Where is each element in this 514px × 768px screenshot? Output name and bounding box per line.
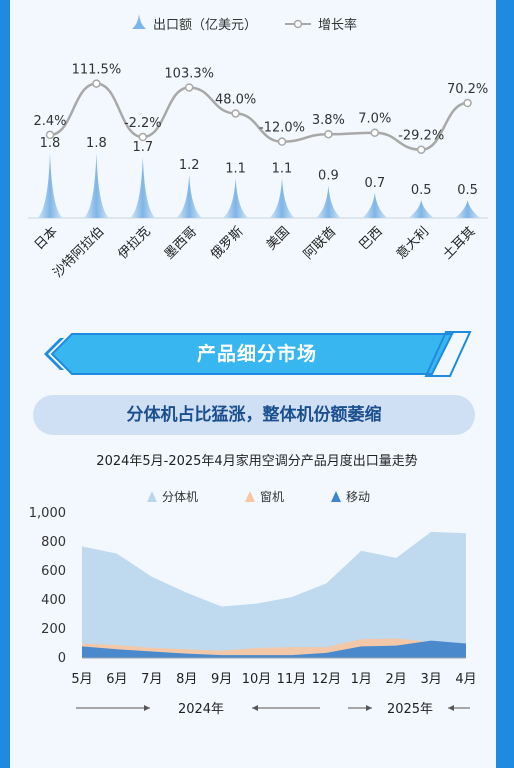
export-bar (269, 178, 295, 218)
growth-rate-marker (231, 109, 240, 118)
country-tick-label: 巴西 (357, 224, 386, 253)
growth-rate-marker (184, 83, 194, 92)
y-tick-label: 400 (41, 593, 66, 608)
legend-area-swatch (331, 491, 341, 502)
area-series-2 (82, 640, 466, 658)
section-banner (44, 331, 472, 377)
month-tick-label: 7月 (141, 672, 162, 687)
section-subtitle-box: 分体机占比猛涨，整体机份额萎缩 (33, 395, 475, 435)
export-bar (454, 200, 481, 218)
export-value-label: 1.2 (179, 158, 200, 173)
legend-export-label: 出口额（亿美元） (153, 18, 257, 33)
legend-area-label: 窗机 (260, 490, 284, 504)
growth-rate-label: 103.3% (164, 66, 214, 81)
legend-area-swatch (147, 491, 157, 502)
growth-rate-label: -12.0% (259, 121, 305, 136)
month-tick-label: 3月 (420, 672, 441, 687)
y-tick-label: 0 (58, 651, 66, 666)
y-tick-label: 200 (41, 622, 66, 637)
area-series-0 (82, 531, 466, 658)
export-bar (315, 185, 342, 218)
country-tick-label: 沙特阿拉伯 (51, 224, 108, 281)
legend-export-swatch (132, 14, 146, 29)
month-tick-label: 6月 (106, 672, 127, 687)
growth-rate-label: 2.4% (33, 114, 66, 129)
legend-growth-label: 增长率 (318, 17, 357, 33)
export-value-label: 0.9 (318, 169, 339, 184)
month-tick-label: 2月 (386, 672, 407, 687)
y-tick-label: 800 (41, 535, 66, 550)
legend-area-label: 移动 (346, 490, 370, 504)
month-tick-label: 5月 (71, 672, 92, 687)
country-tick-label: 伊拉克 (115, 224, 153, 262)
growth-rate-marker (92, 79, 101, 88)
month-tick-label: 9月 (211, 672, 232, 687)
month-tick-label: 4月 (455, 672, 476, 687)
month-tick-label: 8月 (176, 672, 197, 687)
legend-area-swatch (245, 491, 255, 502)
banner-right-frame (424, 331, 472, 377)
month-tick-label: 1月 (351, 672, 372, 687)
growth-rate-marker (138, 132, 148, 142)
month-tick-label: 12月 (312, 672, 342, 687)
section-banner-title: 产品细分市场 (196, 343, 317, 365)
export-value-label: 1.8 (40, 136, 61, 151)
month-tick-label: 11月 (277, 672, 307, 687)
country-tick-label: 日本 (32, 224, 61, 253)
banner-shape (50, 333, 454, 375)
export-bar (129, 156, 156, 218)
growth-rate-label: -29.2% (398, 129, 444, 144)
export-bar (83, 153, 110, 218)
growth-rate-marker (324, 129, 333, 139)
year-2024-label: 2024年 (178, 702, 224, 717)
month-tick-label: 10月 (242, 672, 272, 687)
growth-rate-marker (370, 128, 380, 137)
growth-rate-label: 111.5% (72, 63, 122, 78)
export-value-label: 0.7 (364, 176, 385, 191)
y-tick-label: 1,000 (29, 506, 66, 521)
year-2024-arrow-right-head (252, 705, 258, 711)
year-2025-arrow-right-head (448, 705, 454, 711)
export-by-country-chart: 出口额（亿美元） 增长率 1.8 日本 1.8 沙特阿拉伯 1.7 伊拉克 1.2 墨西哥 1.1 俄… (28, 14, 488, 281)
export-bar (37, 153, 63, 218)
country-tick-label: 美国 (264, 224, 293, 253)
growth-rate-label: 70.2% (447, 82, 488, 97)
monthly-export-area-chart: 分体机 窗机 移动 0 200 400 600 800 1,000 5月 6月 7月 8月 9月 10月 11… (29, 490, 477, 717)
chart1-legend: 出口额（亿美元） 增长率 (132, 14, 357, 33)
growth-rate-line (49, 82, 468, 151)
export-bar (408, 200, 435, 218)
country-tick-label: 阿联酋 (300, 224, 339, 263)
legend-area-label: 分体机 (162, 490, 198, 504)
area-chart-title: 2024年5月-2025年4月家用空调分产品月度出口量走势 (96, 454, 418, 469)
growth-rate-label: 48.0% (215, 92, 256, 107)
country-tick-label: 墨西哥 (162, 224, 200, 262)
export-value-label: 0.5 (411, 183, 432, 198)
export-value-label: 1.8 (86, 136, 107, 151)
growth-rate-label: 3.8% (312, 113, 345, 128)
growth-rate-label: -2.2% (124, 116, 162, 131)
growth-rate-marker (416, 145, 426, 154)
country-tick-label: 意大利 (393, 224, 432, 263)
export-value-label: 1.7 (132, 140, 153, 155)
year-2025-label: 2025年 (387, 702, 433, 717)
year-2024-arrow-left-head (144, 705, 150, 711)
country-tick-label: 俄罗斯 (208, 224, 246, 262)
section-subtitle: 分体机占比猛涨，整体机份额萎缩 (126, 405, 382, 425)
export-bar (222, 178, 249, 218)
growth-rate-marker (45, 130, 55, 140)
export-bar (176, 174, 203, 218)
export-value-label: 1.1 (272, 161, 293, 176)
legend-growth-marker (293, 19, 303, 29)
y-tick-label: 600 (41, 564, 66, 579)
export-bar (361, 192, 388, 218)
year-2025-arrow-left-head (366, 705, 372, 711)
growth-rate-marker (277, 137, 287, 146)
export-value-label: 1.1 (225, 161, 246, 176)
banner-left-chevron (44, 338, 64, 370)
growth-rate-label: 7.0% (358, 112, 391, 127)
growth-rate-marker (463, 98, 472, 108)
export-value-label: 0.5 (457, 183, 478, 198)
country-tick-label: 土耳其 (440, 224, 478, 262)
